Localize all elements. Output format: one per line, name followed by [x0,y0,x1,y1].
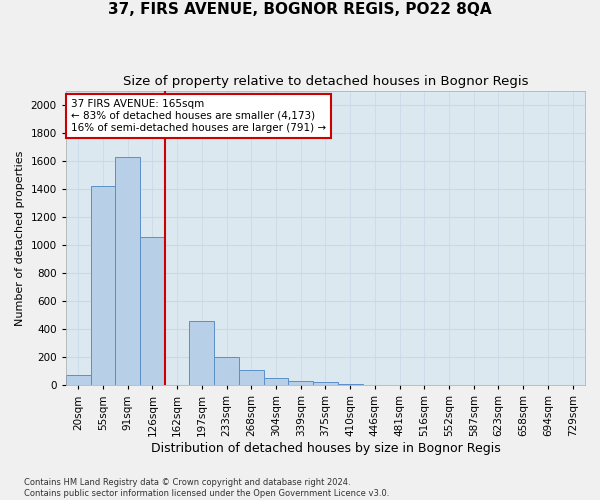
Text: Contains HM Land Registry data © Crown copyright and database right 2024.
Contai: Contains HM Land Registry data © Crown c… [24,478,389,498]
Bar [338,384,362,386]
Bar [289,381,313,386]
Y-axis label: Number of detached properties: Number of detached properties [15,150,25,326]
Bar [263,378,289,386]
Bar [66,375,91,386]
Bar [190,320,214,386]
Bar [214,357,239,386]
Bar [313,382,338,386]
Title: Size of property relative to detached houses in Bognor Regis: Size of property relative to detached ho… [122,75,528,88]
Text: 37, FIRS AVENUE, BOGNOR REGIS, PO22 8QA: 37, FIRS AVENUE, BOGNOR REGIS, PO22 8QA [108,2,492,18]
X-axis label: Distribution of detached houses by size in Bognor Regis: Distribution of detached houses by size … [151,442,500,455]
Bar [140,236,165,386]
Bar [239,370,263,386]
Bar [115,156,140,386]
Text: 37 FIRS AVENUE: 165sqm
← 83% of detached houses are smaller (4,173)
16% of semi-: 37 FIRS AVENUE: 165sqm ← 83% of detached… [71,100,326,132]
Bar [91,186,115,386]
